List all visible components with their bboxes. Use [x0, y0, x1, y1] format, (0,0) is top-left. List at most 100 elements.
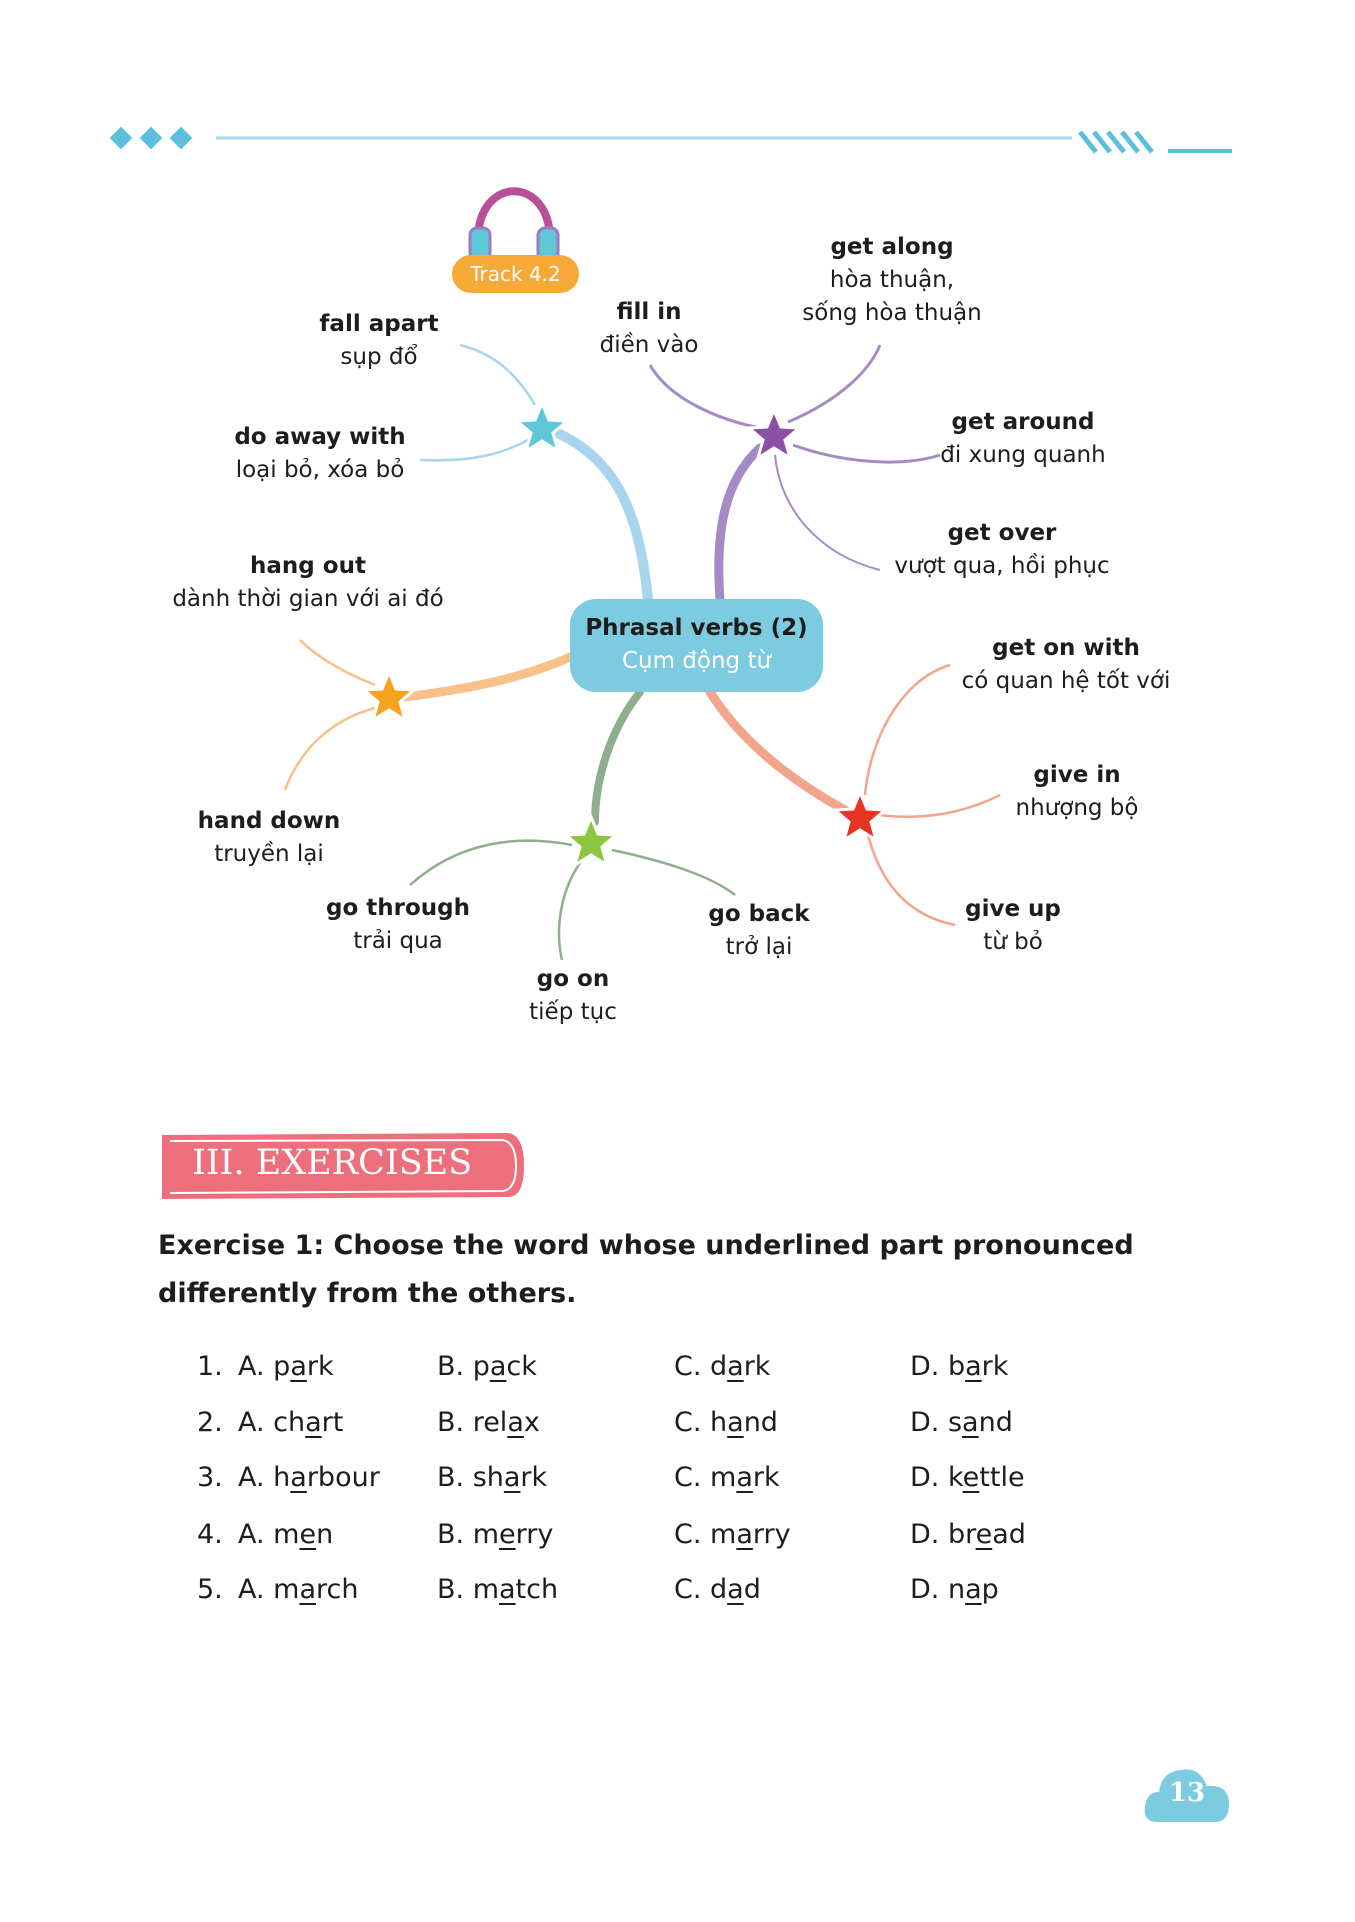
header-decoration [109, 126, 1232, 154]
section-title: III. EXERCISES [192, 1143, 473, 1183]
word-part: A. h [238, 1462, 291, 1493]
answer-option[interactable]: B. match [437, 1570, 558, 1610]
word-part: B. m [437, 1519, 499, 1550]
word-part: D. br [910, 1519, 976, 1550]
word-part: d [743, 1574, 761, 1605]
word-part: rk [743, 1351, 771, 1382]
underlined-part: e [499, 1519, 516, 1550]
exercise-title-line: Exercise 1: Choose the word whose underl… [158, 1230, 1134, 1261]
answer-option[interactable]: A. chart [238, 1403, 343, 1443]
word-part: B. rel [437, 1407, 508, 1438]
word-part: C. h [674, 1407, 728, 1438]
word-part: B. p [437, 1351, 490, 1382]
underlined-part: a [507, 1407, 524, 1438]
node-go-on: go on tiếp tục [529, 966, 617, 1025]
underlined-part: a [299, 1574, 317, 1605]
node-fall-apart: fall apart sụp đổ [319, 311, 439, 370]
answer-option[interactable]: D. kettle [910, 1458, 1025, 1498]
word-part: rry [752, 1519, 791, 1550]
question-number: 4. [197, 1519, 223, 1550]
star-icon-orange [360, 668, 418, 724]
question-number: 3. [197, 1462, 223, 1493]
node-get-on-with: get on with có quan hệ tốt với [961, 635, 1171, 694]
answer-option[interactable]: C. marry [674, 1515, 791, 1555]
stripes [1078, 130, 1154, 154]
exercise-title-line: differently from the others. [158, 1278, 577, 1309]
word-part: B. m [437, 1574, 499, 1605]
underlined-part: a [727, 1407, 744, 1438]
answer-option[interactable]: B. relax [437, 1403, 540, 1443]
cloud-icon [1144, 1769, 1229, 1822]
answer-option[interactable]: C. mark [674, 1458, 780, 1498]
underlined-part: e [975, 1519, 993, 1550]
answer-option[interactable]: D. nap [910, 1570, 999, 1610]
question-number: 2. [197, 1407, 223, 1438]
mindmap-connectors [283, 187, 1001, 961]
answer-option[interactable]: D. sand [910, 1403, 1013, 1443]
underlined-part: a [290, 1351, 307, 1382]
underlined-part: a [965, 1574, 982, 1605]
answer-option[interactable]: C. hand [674, 1403, 778, 1443]
word-part: C. d [674, 1351, 728, 1382]
node-get-over: get over vượt qua, hồi phục [894, 520, 1110, 579]
underlined-part: a [305, 1407, 322, 1438]
answer-option[interactable]: C. dad [674, 1570, 761, 1610]
answer-option[interactable]: A. march [238, 1570, 358, 1610]
answer-option[interactable]: C. dark [674, 1347, 770, 1387]
underlined-part: a [727, 1574, 744, 1605]
answer-option[interactable]: B. pack [437, 1347, 537, 1387]
answer-option[interactable]: D. bread [910, 1515, 1026, 1555]
page-number: 13 [1143, 1756, 1231, 1824]
word-part: C. m [674, 1519, 737, 1550]
word-part: B. sh [437, 1462, 504, 1493]
underlined-part: a [727, 1351, 744, 1382]
underlined-part: a [489, 1351, 507, 1382]
star-icon-blue [513, 399, 571, 455]
star-icon-purple [745, 406, 803, 462]
word-part: rk [981, 1351, 1009, 1382]
question-number: 5. [197, 1574, 223, 1605]
answer-option[interactable]: B. shark [437, 1458, 547, 1498]
answer-option[interactable]: A. harbour [238, 1458, 380, 1498]
star-icon-green [562, 813, 620, 869]
word-part: A. m [238, 1574, 300, 1605]
exercise-1-title: Exercise 1: Choose the word whose underl… [158, 1222, 1158, 1318]
word-part: D. k [910, 1462, 963, 1493]
word-part: rk [520, 1462, 548, 1493]
node-get-around: get around đi xung quanh [940, 409, 1106, 468]
word-part: ad [992, 1519, 1026, 1550]
answer-option[interactable]: B. merry [437, 1515, 553, 1555]
word-part: n [316, 1519, 334, 1550]
node-do-away-with: do away with loại bỏ, xóa bỏ [234, 424, 406, 483]
node-go-through: go through trải qua [326, 895, 470, 954]
node-give-up: give up từ bỏ [965, 896, 1061, 955]
node-fill-in: fill in điền vào [599, 299, 699, 358]
word-part: rt [321, 1407, 344, 1438]
star-icon-red [831, 788, 889, 844]
node-get-along: get along hòa thuận, sống hòa thuận [802, 234, 982, 326]
underlined-part: a [290, 1462, 307, 1493]
underlined-part: a [736, 1462, 753, 1493]
word-part: D. b [910, 1351, 966, 1382]
word-part: ck [506, 1351, 537, 1382]
node-hand-down: hand down truyền lại [197, 808, 341, 867]
underlined-part: a [965, 1351, 982, 1382]
track-audio-button[interactable]: Track 4.2 [452, 255, 579, 293]
answer-option[interactable]: A. park [238, 1347, 334, 1387]
word-part: rry [515, 1519, 554, 1550]
underlined-part: a [503, 1462, 521, 1493]
word-part: rbour [306, 1462, 380, 1493]
node-give-in: give in nhượng bộ [1015, 762, 1139, 821]
word-part: x [523, 1407, 540, 1438]
word-part: D. n [910, 1574, 966, 1605]
word-part: ttle [979, 1462, 1025, 1493]
word-part: D. s [910, 1407, 963, 1438]
underlined-part: a [736, 1519, 753, 1550]
word-part: nd [743, 1407, 778, 1438]
word-part: C. d [674, 1574, 728, 1605]
headphones-icon [468, 187, 560, 262]
answer-option[interactable]: D. bark [910, 1347, 1008, 1387]
word-part: rch [316, 1574, 359, 1605]
answer-option[interactable]: A. men [238, 1515, 333, 1555]
word-part: tch [515, 1574, 559, 1605]
